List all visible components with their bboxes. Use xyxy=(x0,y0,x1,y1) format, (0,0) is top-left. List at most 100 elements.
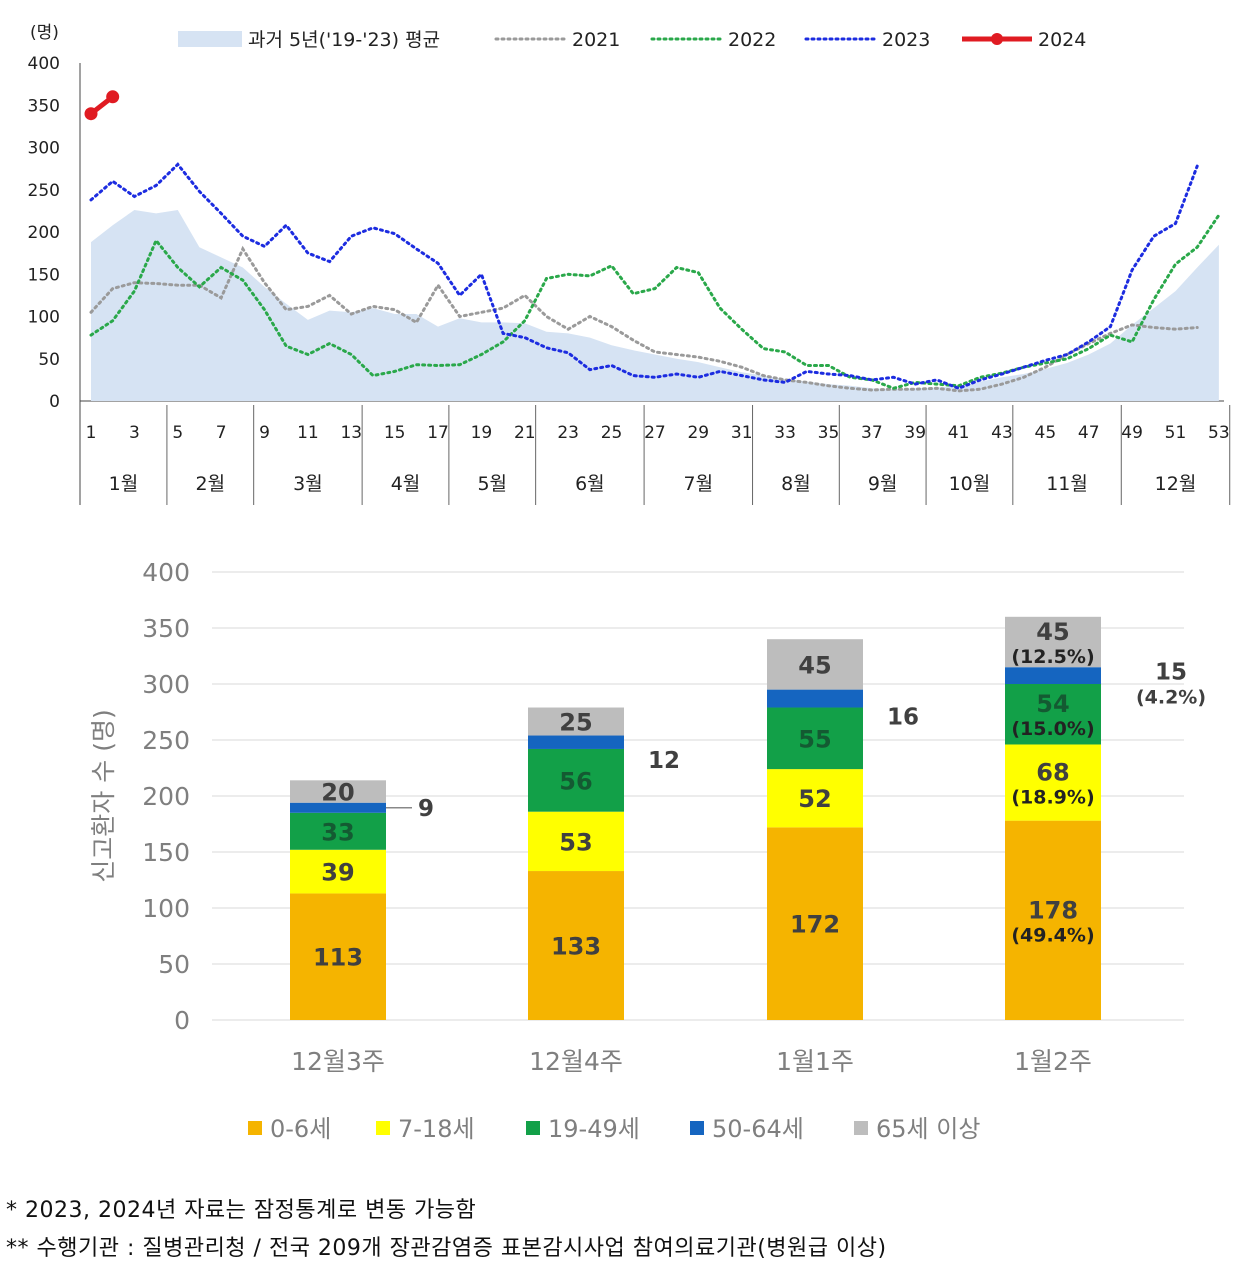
month-label: 6월 xyxy=(575,473,605,495)
data-label: 133 xyxy=(551,933,601,961)
month-label: 2월 xyxy=(196,473,226,495)
month-label: 4월 xyxy=(391,473,421,495)
x-tick-label: 53 xyxy=(1208,423,1230,443)
legend-swatch xyxy=(854,1121,868,1135)
bar-segment xyxy=(1005,820,1101,1020)
y-tick-label: 100 xyxy=(142,894,190,923)
data-label: 15 xyxy=(1155,660,1187,686)
y-tick-label: 0 xyxy=(49,392,60,412)
series-area-5yr-average xyxy=(91,210,1219,401)
footnote-provisional: * 2023, 2024년 자료는 잠정통계로 변동 가능함 xyxy=(6,1198,477,1223)
x-tick-label: 7 xyxy=(216,423,227,443)
series-line-2021 xyxy=(89,245,1199,393)
legend-label: 50-64세 xyxy=(712,1115,804,1143)
x-tick-label: 39 xyxy=(904,423,926,443)
x-tick-label: 1 xyxy=(86,423,97,443)
x-tick-label: 15 xyxy=(384,423,406,443)
y-tick-label: 300 xyxy=(28,139,60,159)
y-tick-label: 400 xyxy=(28,54,60,74)
x-tick-label: 27 xyxy=(644,423,666,443)
x-tick-label: 5 xyxy=(172,423,183,443)
x-tick-label: 25 xyxy=(601,423,623,443)
bar-segment xyxy=(767,707,863,770)
legend-label: 2021 xyxy=(572,29,620,51)
month-label: 7월 xyxy=(684,473,714,495)
bar-segment xyxy=(528,748,624,812)
legend-label: 2023 xyxy=(882,29,930,51)
bar-segment xyxy=(290,893,386,1020)
legend-swatch xyxy=(526,1121,540,1135)
category-label: 1월1주 xyxy=(776,1047,854,1076)
month-label: 3월 xyxy=(293,473,323,495)
x-tick-label: 3 xyxy=(129,423,140,443)
series-point-2024 xyxy=(106,90,120,104)
y-tick-label: 250 xyxy=(142,726,190,755)
bar-segment xyxy=(1005,744,1101,821)
y-tick-label: 250 xyxy=(28,181,60,201)
legend-label: 2022 xyxy=(728,29,776,51)
x-tick-label: 43 xyxy=(991,423,1013,443)
y-tick-label: 50 xyxy=(38,350,60,370)
x-tick-label: 49 xyxy=(1121,423,1143,443)
bar-segment xyxy=(528,707,624,736)
data-label: 39 xyxy=(321,859,354,887)
series-point-2024 xyxy=(84,107,98,121)
legend-label: 65세 이상 xyxy=(876,1115,980,1143)
legend-swatch xyxy=(376,1121,390,1135)
x-tick-label: 31 xyxy=(731,423,753,443)
legend-swatch xyxy=(248,1121,262,1135)
category-label: 1월2주 xyxy=(1014,1047,1092,1076)
data-label: 178 xyxy=(1028,896,1078,924)
bar-segment xyxy=(528,871,624,1020)
data-label: 53 xyxy=(559,828,592,856)
bar-segment xyxy=(290,849,386,894)
x-tick-label: 45 xyxy=(1035,423,1057,443)
x-tick-label: 19 xyxy=(471,423,493,443)
y-axis-title: 신고환자 수 (명) xyxy=(89,709,118,882)
x-tick-label: 35 xyxy=(818,423,840,443)
data-label: 20 xyxy=(321,779,354,807)
legend-swatch xyxy=(690,1121,704,1135)
data-label: 172 xyxy=(790,911,840,939)
footnote-source: ** 수행기관 : 질병관리청 / 전국 209개 장관감염증 표본감시사업 참… xyxy=(6,1236,887,1261)
legend-swatch-area xyxy=(178,31,242,47)
legend-label: 19-49세 xyxy=(548,1115,640,1143)
y-tick-label: 150 xyxy=(142,838,190,867)
month-label: 10월 xyxy=(949,473,991,495)
x-tick-label: 17 xyxy=(427,423,449,443)
x-tick-label: 11 xyxy=(297,423,319,443)
x-tick-label: 37 xyxy=(861,423,883,443)
data-label: 68 xyxy=(1036,759,1069,787)
bar-segment xyxy=(528,735,624,749)
x-tick-label: 29 xyxy=(687,423,709,443)
data-label: 113 xyxy=(313,944,363,972)
month-label: 9월 xyxy=(868,473,898,495)
data-label-pct: (12.5%) xyxy=(1011,646,1094,668)
y-axis-unit-label: (명) xyxy=(30,23,59,43)
legend-label: 과거 5년('19-'23) 평균 xyxy=(248,29,440,51)
x-tick-label: 33 xyxy=(774,423,796,443)
bar-segment xyxy=(767,769,863,828)
x-tick-label: 9 xyxy=(259,423,270,443)
legend-label: 2024 xyxy=(1038,29,1086,51)
category-label: 12월4주 xyxy=(529,1047,623,1076)
y-tick-label: 100 xyxy=(28,308,60,328)
legend-label: 0-6세 xyxy=(270,1115,331,1143)
data-label: 33 xyxy=(321,818,354,846)
data-label: 52 xyxy=(798,785,831,813)
bar-segment xyxy=(767,639,863,690)
category-label: 12월3주 xyxy=(291,1047,385,1076)
month-label: 12월 xyxy=(1155,473,1197,495)
data-label: 16 xyxy=(887,705,919,731)
x-tick-label: 51 xyxy=(1165,423,1187,443)
x-tick-label: 13 xyxy=(340,423,362,443)
y-tick-label: 200 xyxy=(142,782,190,811)
x-tick-label: 47 xyxy=(1078,423,1100,443)
data-label: 45 xyxy=(798,651,831,679)
y-tick-label: 400 xyxy=(142,558,190,587)
bar-segment xyxy=(1005,667,1101,684)
data-label: 54 xyxy=(1036,690,1069,718)
bar-segment xyxy=(290,812,386,850)
bar-segment xyxy=(767,827,863,1020)
